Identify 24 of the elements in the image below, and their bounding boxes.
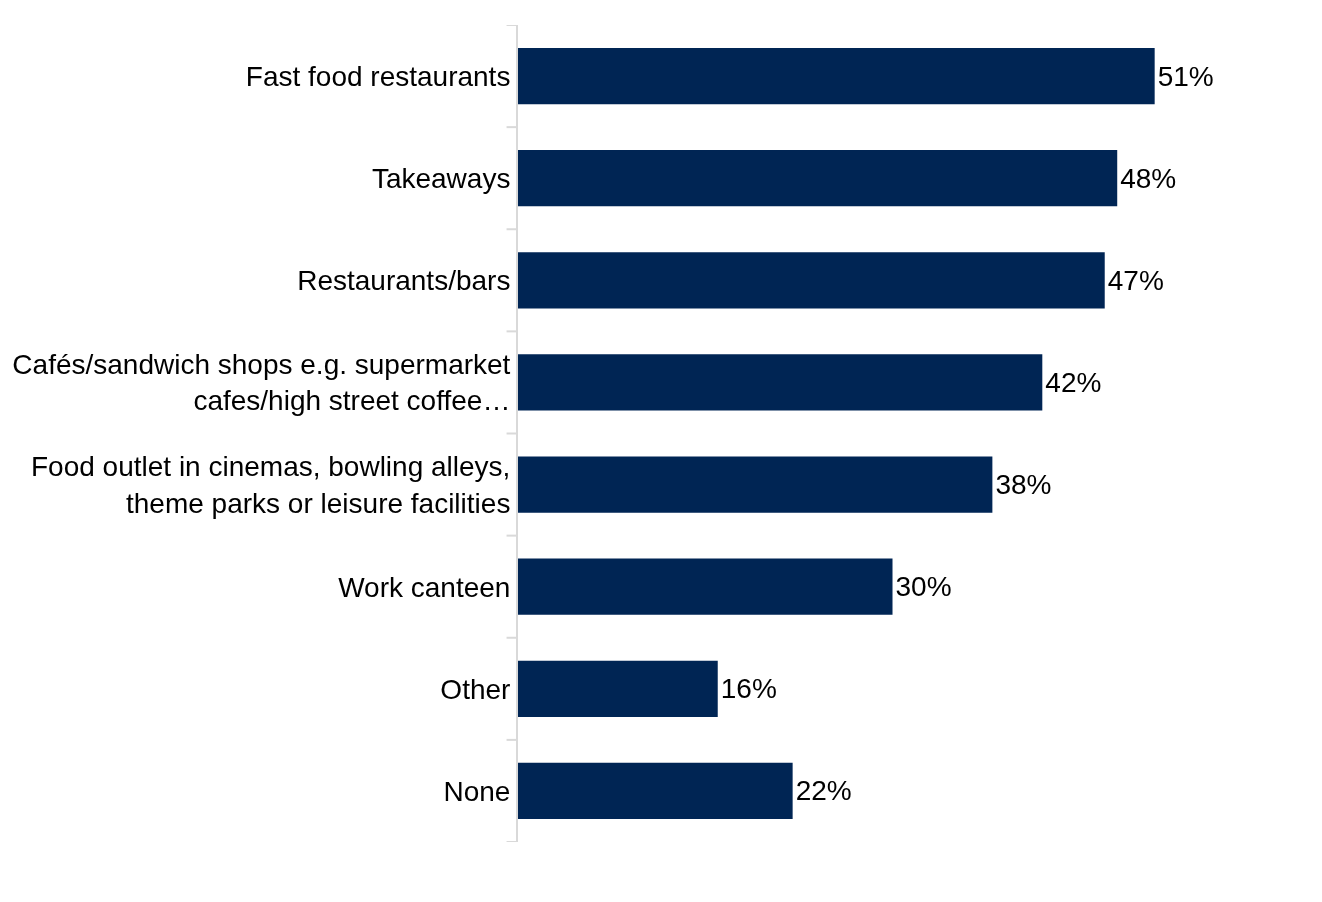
data-label: 38% (995, 469, 1052, 501)
bar (518, 150, 1118, 207)
y-tick-label: Fast food restaurants (245, 60, 511, 92)
y-tick-label: None (443, 775, 511, 807)
bar (518, 762, 793, 820)
y-tick-label: Cafés/sandwich shops e.g. supermarket cafes/high street coffee… (12, 349, 511, 417)
bar (518, 660, 718, 717)
data-label: 22% (795, 775, 852, 807)
data-label: 30% (895, 571, 952, 603)
bar (518, 252, 1105, 309)
bar (518, 456, 993, 513)
bar (518, 354, 1043, 411)
data-label: 42% (1045, 366, 1102, 398)
data-label: 16% (720, 673, 777, 705)
y-tick-label: Takeaways (371, 162, 511, 194)
data-label: 51% (1157, 60, 1214, 92)
y-tick-label: Other (440, 673, 511, 705)
bar (518, 558, 893, 615)
y-tick-label: Restaurants/bars (297, 265, 511, 297)
y-tick-label: Work canteen (338, 571, 511, 603)
bar (518, 47, 1155, 105)
data-label: 48% (1120, 162, 1177, 194)
data-label: 47% (1107, 264, 1164, 296)
y-tick-label: Food outlet in cinemas, bowling alleys, theme parks or leisure facilities (31, 451, 511, 519)
